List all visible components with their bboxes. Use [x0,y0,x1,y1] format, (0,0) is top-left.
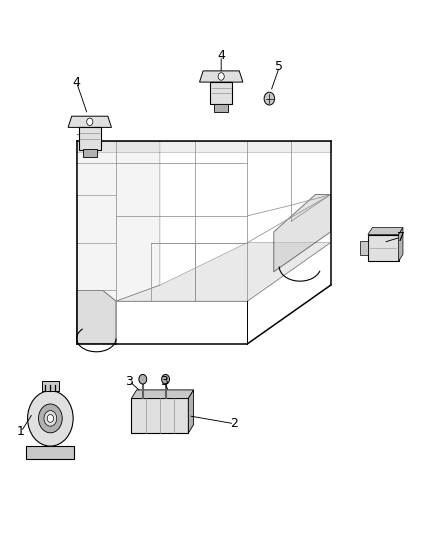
Bar [79,127,101,150]
Polygon shape [77,141,331,152]
Text: 3: 3 [125,375,133,387]
Bar [368,235,399,261]
Text: 7: 7 [397,231,405,244]
Text: 5: 5 [276,60,283,73]
Circle shape [218,73,224,80]
Bar [82,149,97,157]
Polygon shape [368,228,403,235]
Circle shape [47,415,53,422]
Text: 4: 4 [217,50,225,62]
Bar [214,104,229,112]
Polygon shape [188,390,194,433]
Bar [210,82,232,104]
Polygon shape [274,195,331,272]
Text: 1: 1 [17,425,25,438]
Bar [131,399,188,433]
Circle shape [264,92,275,105]
Circle shape [28,391,73,446]
Circle shape [44,410,57,426]
Circle shape [87,118,93,126]
Bar [360,241,368,254]
Circle shape [39,404,62,433]
Text: 3: 3 [160,375,168,387]
Bar [42,381,59,391]
Polygon shape [68,116,111,127]
Text: 2: 2 [230,417,238,430]
Polygon shape [77,290,116,344]
Text: 4: 4 [73,76,81,89]
Circle shape [162,374,170,384]
Polygon shape [399,228,403,261]
Circle shape [139,374,147,384]
Polygon shape [131,390,194,399]
Polygon shape [200,71,243,82]
Polygon shape [116,243,331,301]
Polygon shape [77,141,160,344]
Bar [26,446,74,458]
